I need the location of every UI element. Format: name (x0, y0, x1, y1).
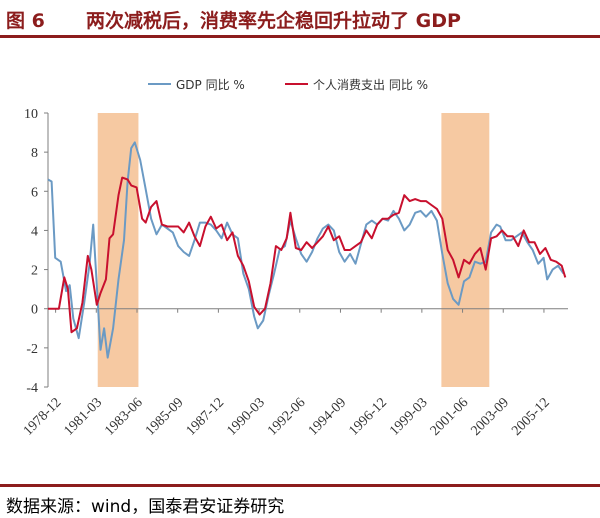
y-tick-label: 0 (31, 303, 38, 318)
x-tick-label: 1992-06 (265, 395, 309, 439)
consumption-series-line (48, 176, 567, 334)
x-tick-label: 1985-09 (143, 395, 187, 439)
x-tick-label: 2005-12 (509, 395, 553, 439)
x-tick-label: 1999-03 (387, 395, 431, 439)
legend-label-consumption: 个人消费支出 同比 % (313, 78, 428, 92)
x-tick-label: 1996-12 (346, 395, 390, 439)
source-note: 数据来源：wind，国泰君安证券研究 (6, 497, 285, 517)
x-tick-label: 1983-06 (102, 395, 146, 439)
y-tick-label: 8 (31, 146, 38, 161)
shaded-period-1 (97, 113, 139, 387)
figure-title: 两次减税后，消费率先企稳回升拉动了 GDP (86, 10, 461, 32)
legend-label-gdp: GDP 同比 % (176, 78, 245, 92)
source-footer: 数据来源：wind，国泰君安证券研究 (0, 484, 600, 518)
figure-number: 图 6 (6, 10, 45, 32)
x-tick-label: 1987-12 (184, 395, 228, 439)
x-tick-label: 1990-03 (224, 395, 268, 439)
x-tick-label: 1978-12 (21, 395, 65, 439)
y-tick-label: 6 (31, 185, 38, 200)
y-tick-label: -2 (26, 342, 38, 357)
x-tick-label: 2001-06 (428, 395, 472, 439)
y-tick-label: 2 (31, 264, 38, 279)
gdp-series-line (47, 141, 565, 359)
y-tick-label: 10 (24, 107, 38, 122)
y-tick-label: -4 (26, 381, 38, 396)
x-tick-label: 1994-09 (306, 395, 350, 439)
figure-title-bar: 图 6 两次减税后，消费率先企稳回升拉动了 GDP (0, 0, 600, 38)
y-tick-label: 4 (31, 224, 38, 239)
line-chart: -4-202468101978-121981-031983-061985-091… (21, 78, 568, 439)
x-tick-label: 2003-09 (468, 395, 512, 439)
x-tick-label: 1981-03 (62, 395, 106, 439)
